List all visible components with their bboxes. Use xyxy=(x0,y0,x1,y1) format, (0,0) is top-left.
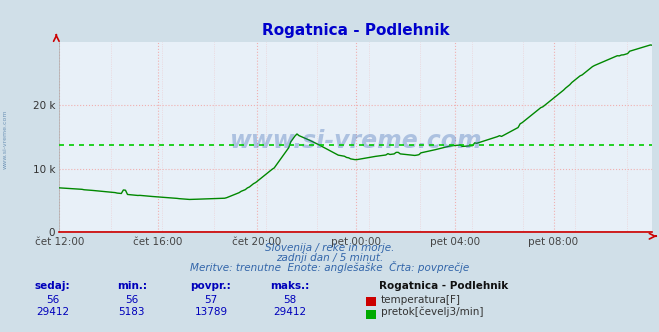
Text: Rogatnica - Podlehnik: Rogatnica - Podlehnik xyxy=(379,281,508,291)
Text: min.:: min.: xyxy=(117,281,147,291)
Text: povpr.:: povpr.: xyxy=(190,281,231,291)
Text: maks.:: maks.: xyxy=(270,281,310,291)
Text: 5183: 5183 xyxy=(119,307,145,317)
Text: www.si-vreme.com: www.si-vreme.com xyxy=(3,110,8,169)
Text: www.si-vreme.com: www.si-vreme.com xyxy=(229,129,482,153)
Text: Meritve: trenutne  Enote: anglešaške  Črta: povprečje: Meritve: trenutne Enote: anglešaške Črta… xyxy=(190,261,469,273)
Text: zadnji dan / 5 minut.: zadnji dan / 5 minut. xyxy=(276,253,383,263)
Text: pretok[čevelj3/min]: pretok[čevelj3/min] xyxy=(381,307,484,317)
Text: 56: 56 xyxy=(46,295,59,305)
Text: 29412: 29412 xyxy=(36,307,69,317)
Text: 29412: 29412 xyxy=(273,307,306,317)
Text: Slovenija / reke in morje.: Slovenija / reke in morje. xyxy=(265,243,394,253)
Text: 13789: 13789 xyxy=(194,307,227,317)
Text: 58: 58 xyxy=(283,295,297,305)
Text: temperatura[F]: temperatura[F] xyxy=(381,295,461,305)
Text: 57: 57 xyxy=(204,295,217,305)
Title: Rogatnica - Podlehnik: Rogatnica - Podlehnik xyxy=(262,23,449,38)
Text: sedaj:: sedaj: xyxy=(35,281,71,291)
Text: 56: 56 xyxy=(125,295,138,305)
